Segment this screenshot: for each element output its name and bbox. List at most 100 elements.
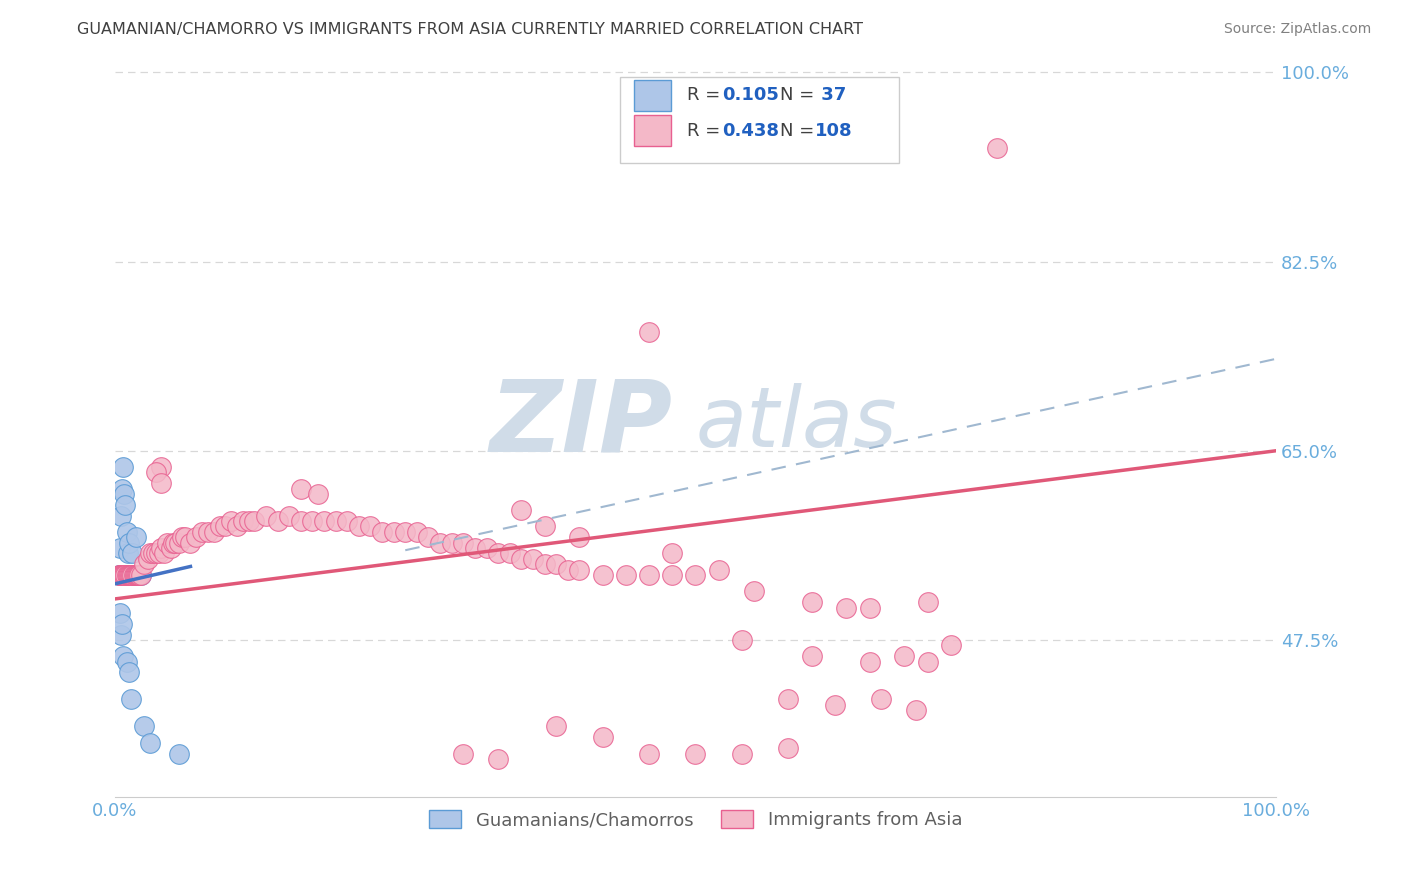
Point (136, 552, 159, 566)
Point (661, 547, 683, 561)
Point (120, 568, 142, 582)
Point (150, 541, 173, 555)
Point (778, 692, 800, 706)
Text: N =: N = (780, 87, 820, 104)
Point (707, 563, 730, 577)
Point (661, 568, 683, 582)
Point (139, 736, 162, 750)
Point (121, 568, 143, 582)
FancyBboxPatch shape (634, 115, 671, 146)
Point (114, 498, 136, 512)
Point (731, 632, 754, 647)
Point (156, 535, 179, 549)
Point (111, 616, 134, 631)
Point (167, 535, 190, 549)
Point (254, 508, 277, 523)
Point (118, 568, 141, 582)
Point (533, 558, 555, 572)
Point (165, 535, 187, 549)
Point (638, 325, 661, 339)
Point (197, 524, 219, 539)
Point (592, 731, 614, 745)
Point (290, 482, 312, 496)
Point (112, 568, 135, 582)
Point (115, 568, 138, 582)
Point (307, 487, 329, 501)
Point (359, 519, 381, 533)
Point (167, 747, 190, 761)
Point (405, 524, 427, 539)
Point (685, 747, 707, 761)
Point (118, 665, 141, 680)
Point (546, 719, 568, 733)
Point (120, 568, 142, 582)
Point (290, 514, 312, 528)
Point (120, 568, 142, 582)
Point (638, 568, 661, 582)
Point (111, 568, 134, 582)
Point (152, 547, 174, 561)
Point (371, 524, 394, 539)
Text: atlas: atlas (696, 384, 897, 464)
Point (117, 568, 139, 582)
Point (112, 568, 135, 582)
Point (115, 568, 138, 582)
Point (117, 568, 139, 582)
Point (125, 568, 148, 582)
Point (278, 508, 301, 523)
Point (159, 541, 181, 555)
Text: N =: N = (780, 121, 820, 139)
Point (162, 535, 184, 549)
Point (486, 547, 509, 561)
Point (232, 514, 254, 528)
Point (127, 568, 149, 582)
Point (125, 530, 148, 544)
Point (499, 547, 522, 561)
Point (111, 568, 134, 582)
Point (638, 747, 661, 761)
Point (110, 627, 132, 641)
Point (122, 568, 145, 582)
Point (112, 487, 135, 501)
Point (118, 535, 141, 549)
Point (893, 649, 915, 664)
Point (546, 558, 568, 572)
Point (202, 524, 225, 539)
Point (208, 519, 231, 533)
Point (382, 524, 405, 539)
Point (112, 568, 135, 582)
Point (124, 568, 146, 582)
Point (533, 519, 555, 533)
Point (114, 568, 136, 582)
Point (111, 482, 134, 496)
Point (243, 514, 266, 528)
Point (429, 535, 451, 549)
Point (986, 141, 1008, 155)
Point (129, 568, 152, 582)
Point (120, 692, 142, 706)
Point (742, 584, 765, 599)
Point (486, 752, 509, 766)
Point (510, 552, 533, 566)
Point (418, 530, 440, 544)
Point (685, 568, 707, 582)
Point (917, 595, 939, 609)
Point (145, 547, 167, 561)
Point (191, 524, 214, 539)
Point (132, 719, 155, 733)
Point (108, 541, 131, 555)
Point (824, 698, 846, 712)
Point (568, 530, 591, 544)
Point (115, 524, 138, 539)
Point (110, 568, 132, 582)
Point (129, 568, 152, 582)
Point (107, 568, 129, 582)
Point (522, 552, 544, 566)
Point (301, 514, 323, 528)
Point (859, 655, 882, 669)
FancyBboxPatch shape (620, 77, 898, 162)
Point (870, 692, 893, 706)
Point (394, 524, 416, 539)
Point (128, 568, 150, 582)
Text: 0.105: 0.105 (723, 87, 779, 104)
